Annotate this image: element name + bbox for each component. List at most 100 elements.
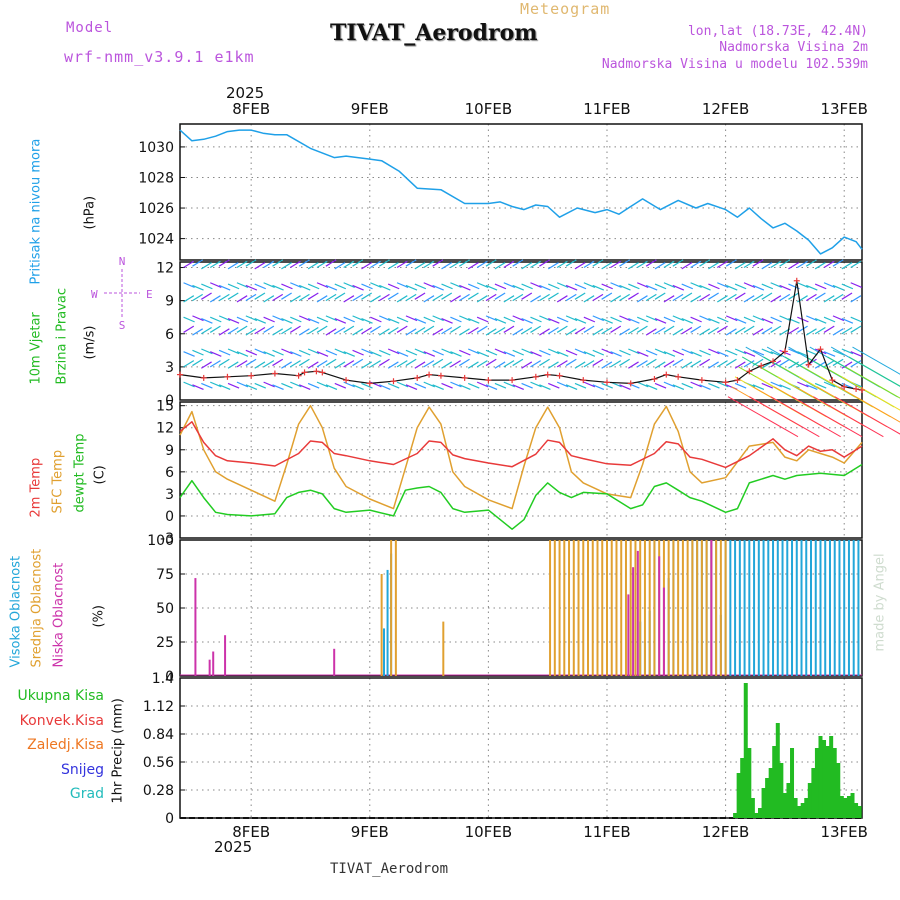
wind-barb xyxy=(556,381,569,388)
wind-barb xyxy=(725,293,737,302)
wind-barb xyxy=(770,282,782,288)
wind-barb xyxy=(521,262,533,270)
cloud-bar xyxy=(776,540,779,676)
wind-label-1: 10m Vjetar xyxy=(28,312,44,385)
precip-bar xyxy=(736,773,741,818)
wind-barb xyxy=(654,382,667,389)
wind-barb xyxy=(307,292,319,300)
wind-barb xyxy=(450,381,462,388)
wind-barb xyxy=(263,360,275,368)
wind-barb xyxy=(494,317,507,324)
precip-bar xyxy=(743,683,748,818)
y-tick-label: 0 xyxy=(165,811,174,827)
wind-barb xyxy=(672,315,685,322)
wind-barb xyxy=(779,358,791,367)
wind-barb xyxy=(218,328,230,336)
cloud-bar xyxy=(781,540,784,676)
wind-barb xyxy=(352,384,364,390)
wind-barb xyxy=(361,292,373,300)
wind-barb xyxy=(236,282,249,288)
wind-barb xyxy=(192,284,204,291)
wind-barb xyxy=(414,361,426,369)
wind-barb xyxy=(761,283,774,290)
wind-barb xyxy=(708,292,719,300)
wind-barb xyxy=(325,358,337,367)
wind-barb xyxy=(414,382,427,389)
wind-barb xyxy=(521,283,533,290)
wind-barb xyxy=(806,315,818,322)
wind-barb xyxy=(201,262,212,270)
wind-barb xyxy=(663,316,676,323)
wind-barb xyxy=(378,358,390,367)
wind-barb xyxy=(263,325,275,333)
wind-barb xyxy=(841,262,853,270)
wind-barb xyxy=(610,351,622,357)
y-tick-label: 1030 xyxy=(138,140,174,156)
y-tick-label: 75 xyxy=(156,567,174,583)
wind-barb xyxy=(414,262,426,270)
wind-barb xyxy=(832,259,844,267)
wind-barb xyxy=(423,282,436,288)
cloud-bar xyxy=(681,540,684,676)
y-tick-label: 0.84 xyxy=(143,727,174,743)
wind-barb xyxy=(823,316,836,323)
wind-barb xyxy=(405,384,418,390)
wind-barb xyxy=(210,282,222,288)
wind-barb xyxy=(263,381,275,388)
precip-bar xyxy=(804,798,809,818)
wind-barb xyxy=(290,351,302,357)
wind-barb xyxy=(387,326,399,335)
wind-barb xyxy=(699,259,711,267)
wind-barb xyxy=(210,381,222,388)
wind-barb xyxy=(245,384,258,390)
wind-barb xyxy=(654,283,667,290)
wind-barb xyxy=(734,382,747,389)
wind-barb xyxy=(361,361,373,369)
wind-barb xyxy=(548,348,560,355)
wind-barb xyxy=(414,317,427,324)
cloud-bar xyxy=(629,540,632,676)
wind-barb xyxy=(565,349,578,356)
x-date-label-bottom: 12FEB xyxy=(702,823,749,841)
meteogram-label: Meteogram xyxy=(520,0,611,18)
wind-barb xyxy=(210,351,222,357)
wind-barb xyxy=(405,328,417,336)
wind-barb xyxy=(814,317,827,324)
wind-barb xyxy=(583,381,596,388)
panel-frame xyxy=(179,677,863,819)
wind-barb xyxy=(814,283,827,290)
wind-barb xyxy=(236,381,249,388)
wind-barb xyxy=(387,262,399,270)
wind-barb xyxy=(530,260,542,269)
wind-barb xyxy=(663,295,675,303)
wind-barb xyxy=(806,284,818,291)
wind-barb xyxy=(307,361,319,369)
wind-barb xyxy=(806,384,818,390)
wind-barb xyxy=(236,316,249,323)
wind-barb xyxy=(547,262,559,270)
wind-barb xyxy=(628,317,640,324)
year-bottom: 2025 xyxy=(214,838,253,856)
wind-barb xyxy=(565,293,577,302)
wind-barb xyxy=(547,361,559,369)
wind-barb xyxy=(574,326,586,335)
wind-barb xyxy=(432,384,444,390)
wind-barb xyxy=(334,382,347,389)
wind-barb xyxy=(361,348,373,355)
wind-barb xyxy=(298,259,310,267)
wind-barb xyxy=(797,351,809,357)
wind-barb xyxy=(850,351,863,357)
wind-barb xyxy=(467,283,480,290)
model-label: Model xyxy=(66,20,114,36)
wind-barb xyxy=(298,284,311,291)
wind-barb xyxy=(690,325,702,333)
y-tick-label: 0 xyxy=(165,669,174,685)
wind-barb xyxy=(325,328,337,336)
precip-bar xyxy=(761,788,766,818)
wind-barb xyxy=(805,293,817,302)
wind-barb xyxy=(334,283,347,290)
wind-barb xyxy=(841,317,854,324)
wind-barb xyxy=(832,284,845,291)
y-tick-label: 1.12 xyxy=(143,699,174,715)
